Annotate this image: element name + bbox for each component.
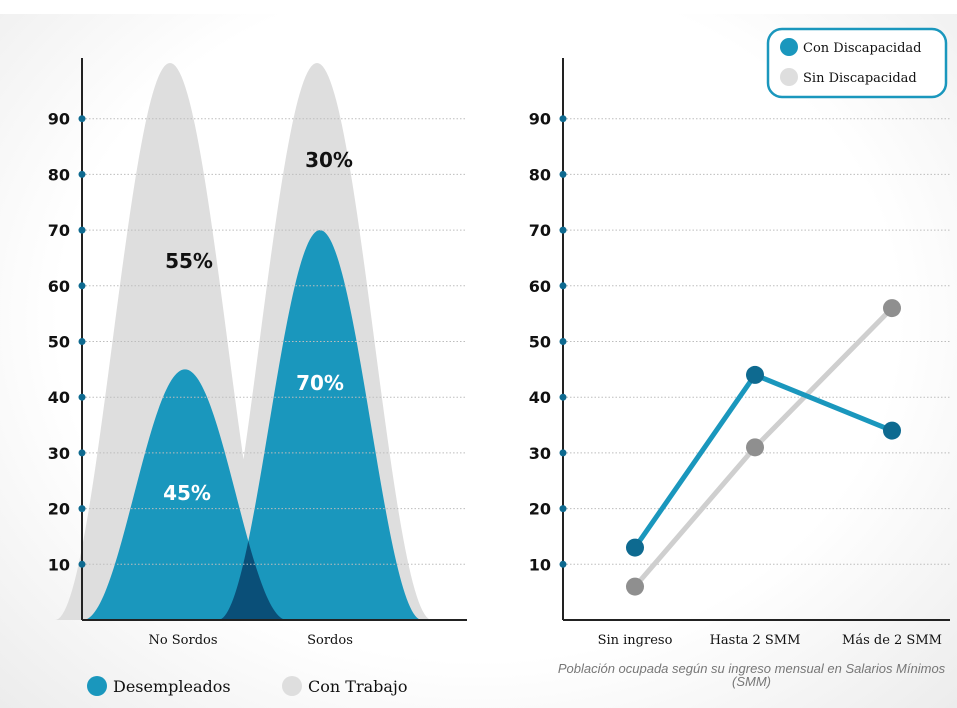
line-point-s0-2 <box>883 421 901 440</box>
right-tick-label-50: 50 <box>529 333 551 352</box>
right-tick-label-70: 70 <box>529 221 551 240</box>
right-tick-label-10: 10 <box>529 555 551 574</box>
right-tick-dot-80 <box>559 170 567 178</box>
left-tick-label-30: 30 <box>48 444 70 463</box>
right-tick-dot-70 <box>559 226 567 234</box>
line-series-0 <box>632 372 893 550</box>
legend-desempleados-label: Desempleados <box>113 677 231 696</box>
right-tick-label-80: 80 <box>529 165 551 184</box>
pct-label-s0-1: 30% <box>305 148 353 172</box>
left-tick-label-10: 10 <box>48 555 70 574</box>
line-point-s1-1 <box>746 438 764 457</box>
right-tick-dot-50 <box>559 338 567 345</box>
line-chart-caption: Población ocupada según su ingreso mensu… <box>557 661 946 689</box>
pct-label-s1-0: 45% <box>163 481 211 505</box>
left-tick-dot-60 <box>78 282 86 290</box>
left-tick-dot-50 <box>78 338 86 345</box>
left-chart-distribution: 10 20 30 40 50 60 70 80 90 55% 30% 45% 70% No Sordos S… <box>48 58 467 648</box>
legend-frame <box>766 27 948 99</box>
line-point-s1-0 <box>626 577 644 596</box>
left-tick-label-90: 90 <box>48 110 70 129</box>
left-tick-dot-10 <box>78 560 86 568</box>
left-category-label-0: No Sordos <box>148 633 217 648</box>
right-tick-label-90: 90 <box>529 110 551 129</box>
left-tick-dot-30 <box>78 449 86 457</box>
legend-con-trabajo-swatch <box>282 676 302 696</box>
left-tick-dot-20 <box>78 505 86 513</box>
legend-sin-discapacidad-label: Sin Discapacidad <box>803 71 917 86</box>
right-tick-dot-60 <box>559 282 567 290</box>
line-legend: Con Discapacidad Sin Discapacidad <box>766 27 948 99</box>
line-point-s0-1 <box>746 365 764 384</box>
right-category-label-1: Hasta 2 SMM <box>710 633 801 648</box>
right-chart-income-lines: 10 20 30 40 50 60 70 80 90 Sin ingreso Hasta 2 SMM… <box>529 58 950 648</box>
right-tick-dot-90 <box>559 115 567 123</box>
right-category-label-2: Más de 2 SMM <box>842 633 942 648</box>
legend-con-discapacidad-label: Con Discapacidad <box>803 41 921 56</box>
right-tick-label-60: 60 <box>529 277 551 296</box>
top-strip <box>0 0 957 14</box>
left-category-label-1: Sordos <box>307 633 353 648</box>
left-tick-dot-90 <box>78 115 86 123</box>
left-tick-dot-40 <box>78 393 86 401</box>
legend-con-trabajo-label: Con Trabajo <box>308 677 408 696</box>
left-tick-label-50: 50 <box>48 333 70 352</box>
legend-con-discapacidad-swatch <box>780 38 798 56</box>
left-tick-dot-80 <box>78 170 86 178</box>
right-tick-dot-20 <box>559 505 567 513</box>
right-tick-label-30: 30 <box>529 444 551 463</box>
right-tick-dot-40 <box>559 393 567 401</box>
right-category-label-0: Sin ingreso <box>598 633 673 648</box>
legend-desempleados-swatch <box>87 676 107 696</box>
left-tick-label-70: 70 <box>48 221 70 240</box>
left-tick-label-40: 40 <box>48 388 70 407</box>
left-tick-label-80: 80 <box>48 165 70 184</box>
left-tick-label-20: 20 <box>48 500 70 519</box>
right-tick-label-20: 20 <box>529 500 551 519</box>
desempleados-shape-0 <box>83 369 287 620</box>
line-point-s0-0 <box>626 538 644 557</box>
desempleados-shape-1 <box>218 230 422 620</box>
line-point-s1-2 <box>883 299 901 318</box>
pct-label-s0-0: 55% <box>165 249 213 273</box>
right-tick-dot-10 <box>559 560 567 568</box>
right-tick-dot-30 <box>559 449 567 457</box>
legend-sin-discapacidad-swatch <box>780 68 798 86</box>
right-tick-label-40: 40 <box>529 388 551 407</box>
left-tick-label-60: 60 <box>48 277 70 296</box>
distribution-legend: Desempleados Con Trabajo <box>87 676 408 696</box>
pct-label-s1-1: 70% <box>296 371 344 395</box>
left-tick-dot-70 <box>78 226 86 234</box>
